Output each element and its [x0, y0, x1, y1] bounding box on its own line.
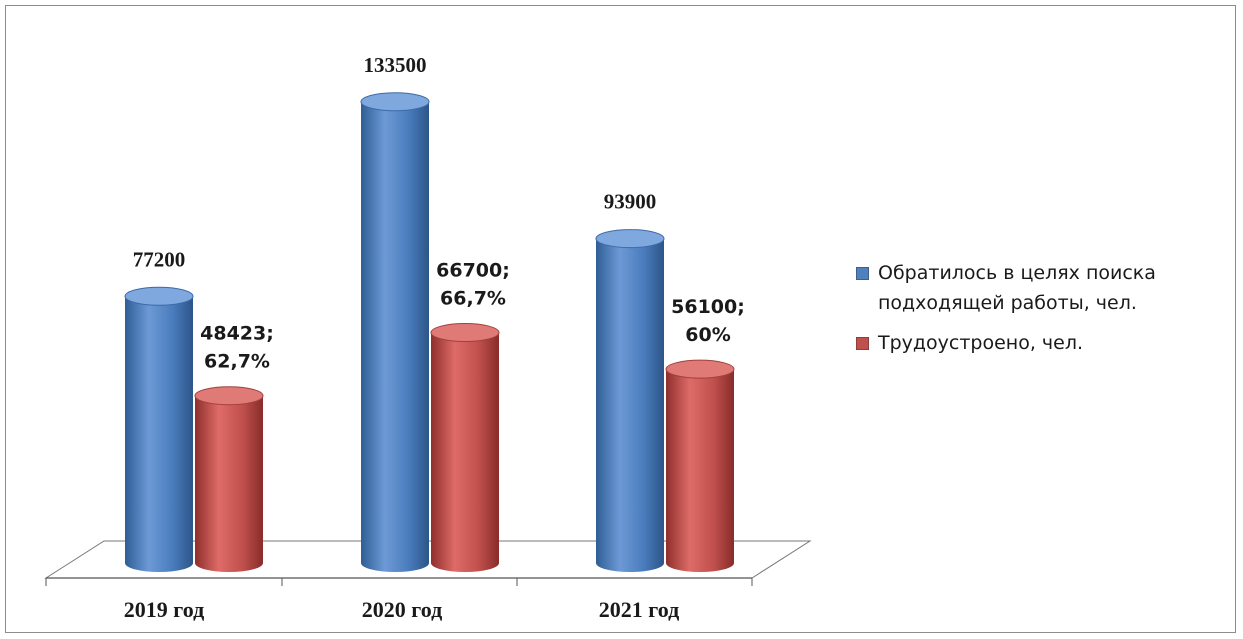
bar-1-0 [360, 92, 430, 572]
legend-label: Трудоустроено, чел. [878, 332, 1084, 354]
data-label: 133500 [364, 53, 427, 77]
data-label: 77200 [133, 247, 186, 271]
legend-swatch [856, 337, 869, 350]
data-label: 60% [685, 324, 730, 346]
data-label: 93900 [604, 190, 657, 214]
data-label: 66,7% [440, 288, 506, 310]
bar-0-1 [194, 386, 264, 572]
bar-1-1 [430, 323, 500, 572]
data-label: 66700; [436, 260, 510, 282]
legend-item-series-1: Трудоустроено, чел. [856, 328, 1236, 358]
bar-2-0 [595, 229, 665, 572]
legend: Обратилось в целях поиска подходящей раб… [856, 258, 1236, 358]
legend-label: Обратилось в целях поиска подходящей раб… [878, 262, 1156, 314]
bar-0-0 [124, 286, 194, 572]
legend-swatch [856, 267, 869, 280]
category-label: 2019 год [124, 597, 204, 622]
bar-2-1 [665, 359, 735, 572]
data-label: 62,7% [204, 351, 270, 373]
category-label: 2021 год [599, 597, 679, 622]
category-label: 2020 год [362, 597, 442, 622]
data-label: 48423; [200, 323, 274, 345]
data-label: 56100; [671, 296, 745, 318]
legend-item-series-0: Обратилось в целях поиска подходящей раб… [856, 258, 1236, 318]
